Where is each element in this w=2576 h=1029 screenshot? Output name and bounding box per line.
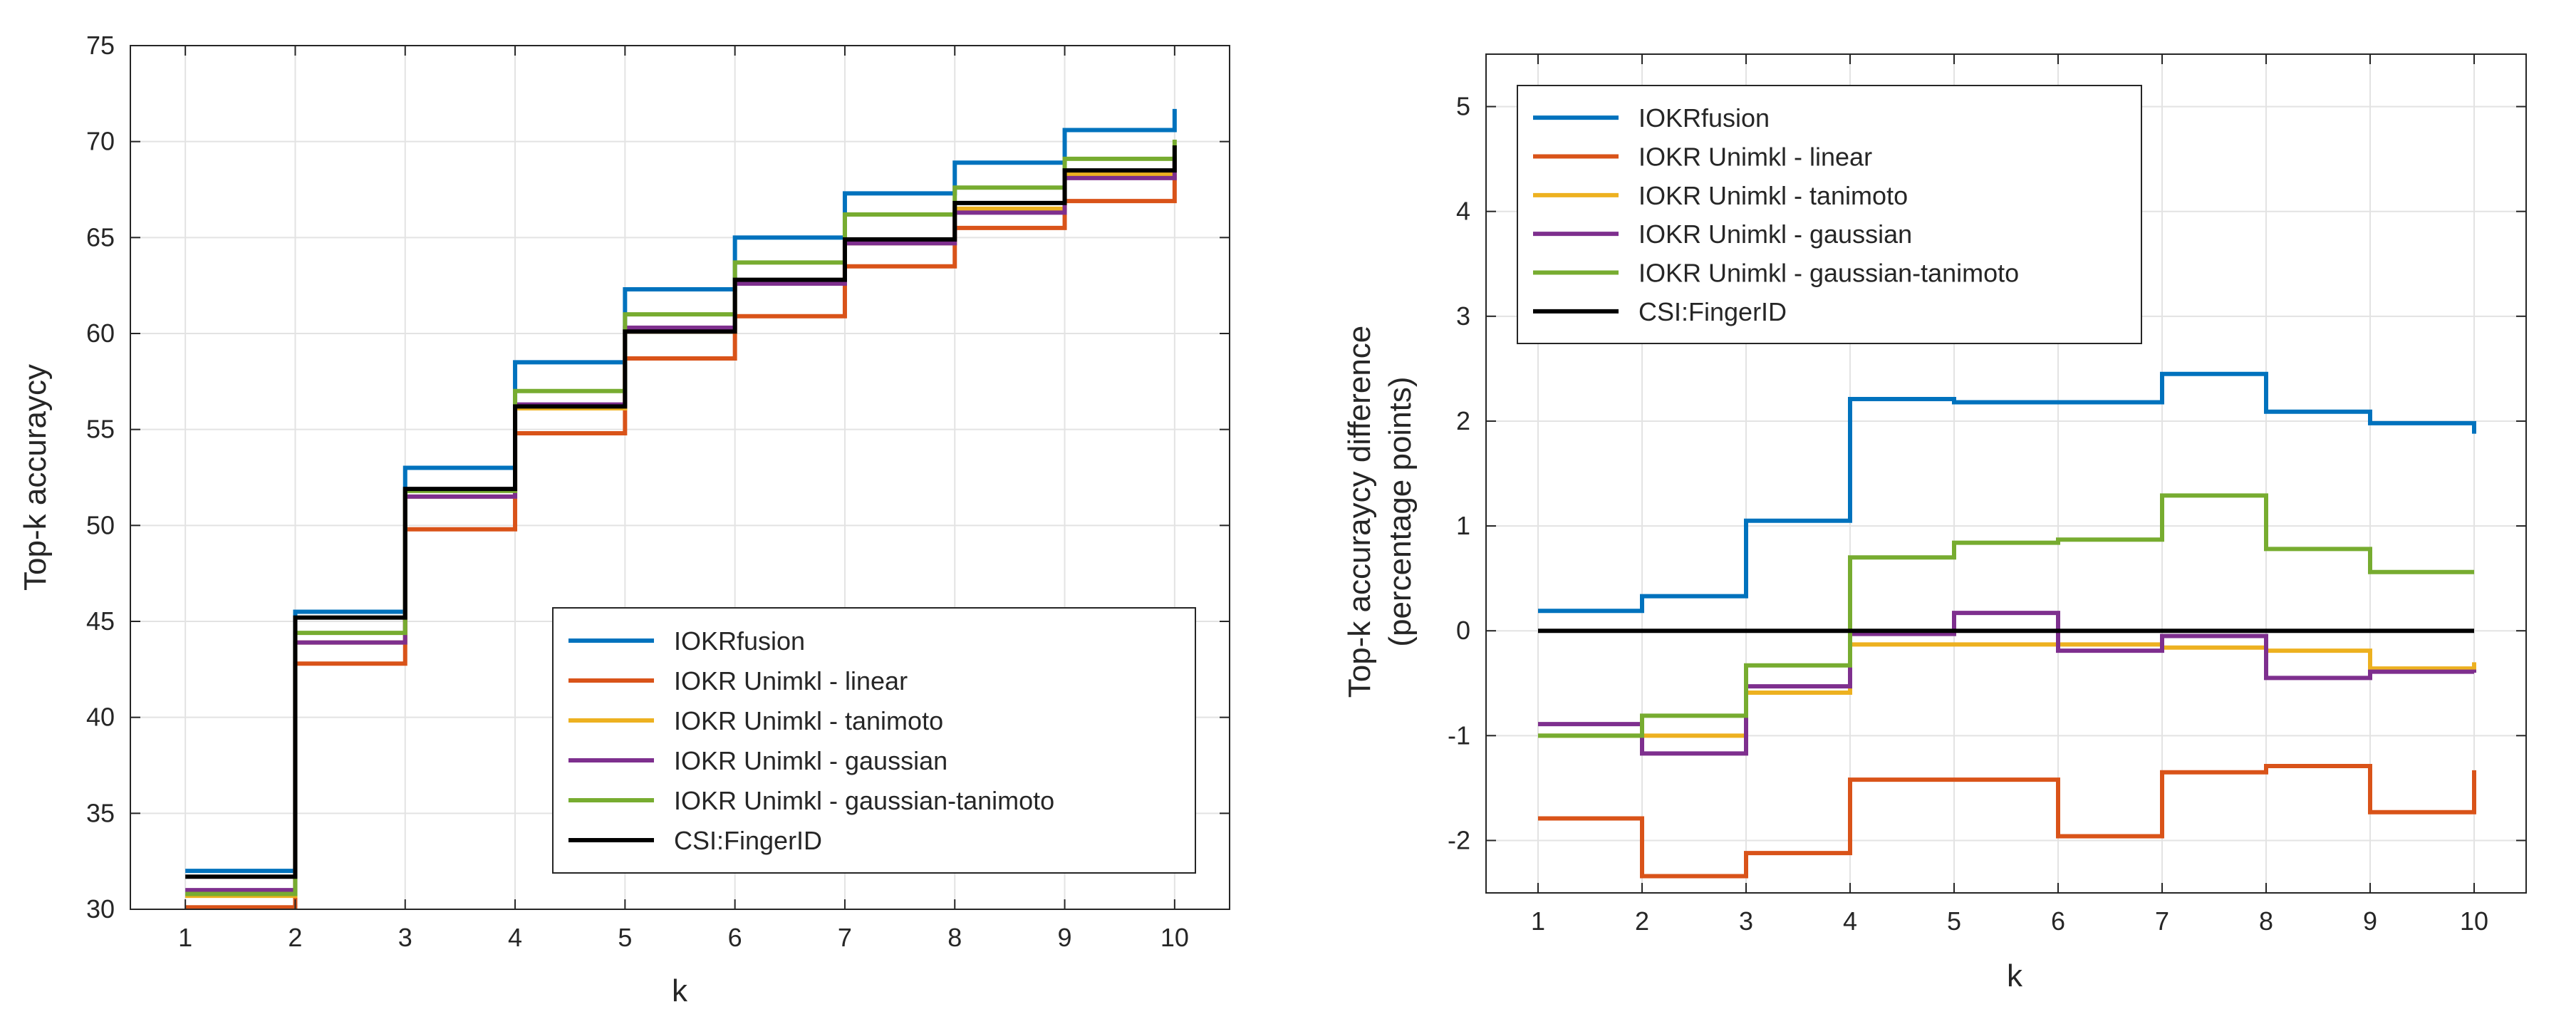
legend-label-csi-fingerid: CSI:FingerID [1638,297,1787,326]
series-group [1538,371,2476,879]
series-line-iokr-unimkl-linear [185,174,1177,910]
y-tick-label: 35 [86,798,115,827]
legend-label-iokr-unimkl-gaussian: IOKR Unimkl - gaussian [1638,219,1912,249]
legend: IOKRfusion IOKR Unimkl - linear IOKR Unimk… [1517,85,2142,344]
x-tick-label: 7 [2155,906,2169,936]
legend-box [1517,85,2142,344]
axes-box [130,45,1230,910]
ticks: 1 2 3 4 5 6 7 8 9 10 -2 -1 0 1 2 3 4 5 [1448,54,2526,936]
x-tick-label: 4 [508,923,522,952]
x-tick-label: 6 [2051,906,2065,936]
legend-label-iokrfusion: IOKRfusion [1638,103,1770,133]
x-tick-label: 9 [2363,906,2377,936]
legend-box [552,607,1196,874]
y-axis-label-line2: (percentage points) [1383,376,1418,646]
x-tick-label: 1 [1531,906,1545,936]
y-tick-label: 1 [1456,511,1470,540]
x-tick-label: 8 [2259,906,2273,936]
x-tick-label: 6 [728,923,742,952]
y-tick-label: 45 [86,606,115,636]
x-tick-label: 5 [1947,906,1961,936]
series-group [185,108,1177,910]
legend-label-iokr-unimkl-gaussian-tanimoto: IOKR Unimkl - gaussian-tanimoto [1638,259,2019,288]
x-tick-label: 10 [1160,923,1189,952]
y-tick-label: 60 [86,319,115,348]
y-axis-label: Top-k accuraycy difference [1342,326,1377,698]
x-tick-label: 3 [1739,906,1753,936]
legend-label-iokr-unimkl-gaussian: IOKR Unimkl - gaussian [674,746,947,775]
x-tick-label: 5 [618,923,632,952]
y-tick-label: 0 [1456,616,1470,645]
y-tick-label: 50 [86,510,115,539]
y-tick-label: 65 [86,222,115,252]
series-line-csi-fingerid [185,145,1177,879]
chart-right-accuracy-difference: 1 2 3 4 5 6 7 8 9 10 -2 -1 0 1 2 3 4 5 k Top-k accuraycy … [1342,53,2527,993]
y-tick-label: 70 [86,127,115,156]
x-tick-label: 9 [1058,923,1072,952]
y-tick-label: 55 [86,415,115,444]
y-tick-label: -1 [1448,720,1470,750]
y-tick-label: 30 [86,894,115,924]
x-tick-label: 7 [838,923,852,952]
series-line-iokr-unimkl-gaussian [1538,611,2476,756]
legend: IOKRfusion IOKR Unimkl - linear IOKR Unimk… [552,607,1196,874]
x-tick-label: 1 [178,923,192,952]
legend-label-csi-fingerid: CSI:FingerID [674,826,822,855]
legend-label-iokr-unimkl-gaussian-tanimoto: IOKR Unimkl - gaussian-tanimoto [674,786,1054,815]
x-axis-label: k [2007,958,2023,993]
y-tick-label: 40 [86,703,115,732]
series-line-iokr-unimkl-linear [1538,763,2476,879]
x-tick-label: 3 [398,923,412,952]
legend-label-iokr-unimkl-tanimoto: IOKR Unimkl - tanimoto [674,706,943,735]
y-tick-label: 3 [1456,301,1470,331]
legend-label-iokr-unimkl-linear: IOKR Unimkl - linear [1638,143,1872,172]
x-tick-label: 2 [1635,906,1649,936]
legend-label-iokr-unimkl-tanimoto: IOKR Unimkl - tanimoto [1638,181,1908,210]
x-tick-label: 2 [288,923,302,952]
x-tick-label: 4 [1843,906,1857,936]
legend-label-iokr-unimkl-linear: IOKR Unimkl - linear [674,666,908,696]
x-axis-label: k [672,973,688,1008]
legend-label-iokrfusion: IOKRfusion [674,626,805,656]
x-tick-label: 10 [2460,906,2488,936]
series-line-iokrfusion [1538,371,2476,614]
y-tick-label: 75 [86,31,115,60]
y-tick-label: 5 [1456,92,1470,121]
y-axis-label: Top-k accuraycy [18,364,53,591]
y-tick-label: 2 [1456,406,1470,435]
x-tick-label: 8 [947,923,962,952]
y-tick-label: -2 [1448,825,1470,854]
series-line-iokr-unimkl-gaussian-tanimoto [1538,493,2474,738]
axes-box [1485,53,2527,894]
y-tick-label: 4 [1456,197,1470,226]
